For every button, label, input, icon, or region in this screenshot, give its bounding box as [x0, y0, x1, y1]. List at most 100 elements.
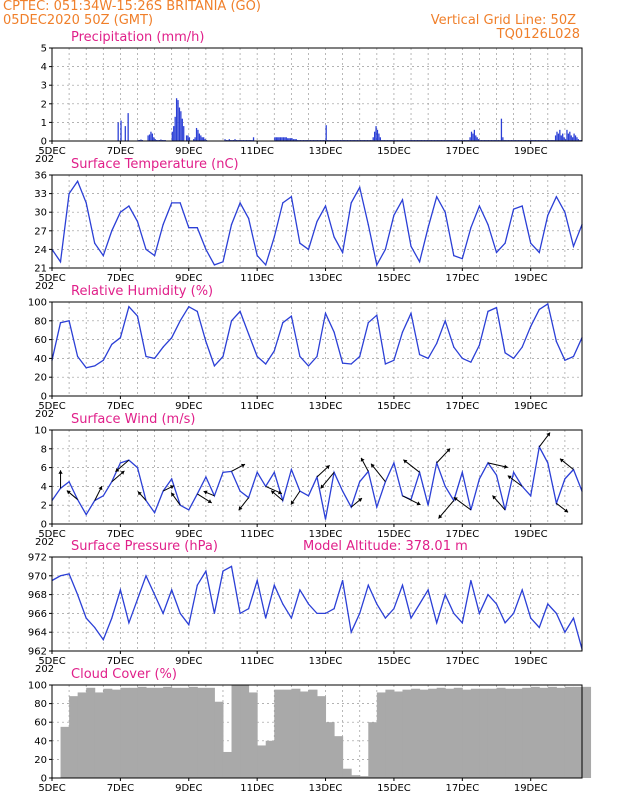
cloud-bar — [274, 689, 284, 778]
cloud-bar — [564, 686, 574, 778]
wind-arrow-head — [438, 514, 443, 519]
precip-bar — [281, 137, 283, 141]
x-year-label: 202 — [35, 537, 54, 548]
wind-point — [256, 471, 258, 473]
temp-point — [478, 205, 481, 207]
wind-arrow-head — [507, 475, 512, 480]
temp-point — [222, 261, 224, 263]
wind-arrow-head — [358, 498, 362, 502]
precip-bar — [188, 137, 191, 141]
pres-point — [478, 612, 481, 615]
x-tick-label: 7DEC — [107, 273, 134, 284]
pres-point — [273, 584, 275, 586]
precip-bar — [185, 135, 188, 141]
precip-y-tick-label: 3 — [41, 81, 47, 92]
rh-point — [359, 355, 361, 358]
cloud-bar — [445, 688, 455, 778]
pres-point — [376, 603, 378, 605]
temp-point — [102, 255, 104, 257]
x-tick-label: 9DEC — [175, 401, 202, 412]
x-tick-label: 19DEC — [514, 656, 548, 667]
precip-bar — [376, 129, 379, 141]
cloud-bar — [470, 688, 480, 778]
x-tick-label: 13DEC — [309, 401, 343, 412]
rh-point — [393, 359, 395, 361]
pres-point — [68, 573, 70, 575]
pres-point — [555, 612, 557, 615]
wind-arrow-head — [560, 458, 564, 463]
cloud-bar — [240, 685, 250, 778]
precip-bar — [120, 120, 122, 141]
cloud-bar — [257, 745, 267, 778]
rh-frame — [51, 301, 583, 397]
temp-y-tick-label: 33 — [34, 189, 47, 200]
temp-point — [367, 224, 369, 226]
temp-point — [248, 217, 250, 219]
precip-bar — [287, 138, 289, 141]
temp-point — [436, 196, 438, 198]
cloud-bar — [291, 688, 301, 778]
temp-point — [282, 202, 284, 204]
pres-point — [470, 579, 472, 582]
cloud-bar — [317, 696, 327, 778]
temp-y-tick-label: 27 — [34, 226, 47, 237]
wind-point — [478, 478, 481, 480]
x-tick-label: 5DEC — [38, 783, 65, 794]
cloud-bar — [299, 691, 309, 778]
temp-point — [444, 211, 446, 213]
cloud-bar — [231, 685, 241, 778]
x-tick-label: 17DEC — [445, 401, 479, 412]
cloud-bar — [334, 736, 344, 778]
pres-point — [239, 612, 241, 615]
cloud-bar — [582, 686, 592, 778]
rh-point — [162, 346, 164, 348]
precip-panel-title: Precipitation (mm/h) — [71, 30, 204, 45]
precip-bar — [289, 138, 292, 141]
temp-point — [119, 211, 121, 213]
rh-point — [94, 365, 96, 367]
pres-point — [530, 617, 532, 619]
precip-bar — [154, 139, 156, 141]
wind-arrow-head — [58, 470, 63, 474]
rh-point — [179, 320, 181, 322]
precip-bar — [183, 126, 185, 141]
precip-y-tick-label: 4 — [41, 62, 47, 73]
precip-bar — [203, 137, 205, 141]
precip-bar — [566, 129, 568, 141]
x-tick-label: 17DEC — [445, 656, 479, 667]
cloud-bar — [154, 687, 164, 778]
precip-bar — [178, 107, 181, 141]
wind-arrow-head — [416, 501, 421, 506]
pres-point — [171, 589, 173, 591]
rh-point — [470, 361, 472, 363]
rh-point — [410, 312, 412, 314]
wind-point — [307, 495, 310, 497]
pres-point — [94, 626, 96, 629]
temp-point — [136, 220, 139, 223]
pres-point — [316, 612, 318, 615]
wind-arrow — [453, 496, 472, 511]
pres-point — [265, 617, 267, 619]
cloud-bar — [359, 776, 369, 778]
rh-point — [188, 306, 190, 308]
rh-point — [171, 337, 173, 339]
precip-bar — [284, 137, 286, 141]
temp-point — [239, 202, 241, 204]
rh-point — [128, 306, 130, 308]
pres-point — [299, 589, 301, 591]
precip-bar — [288, 138, 290, 141]
precip-bar — [175, 98, 178, 141]
pres-point — [153, 594, 156, 596]
x-tick-label: 17DEC — [445, 529, 479, 540]
cloud-bar — [205, 687, 215, 778]
temp-point — [273, 236, 275, 238]
pres-point — [213, 612, 216, 615]
wind-arrow-head — [171, 492, 175, 497]
temp-point — [111, 230, 113, 232]
rh-point — [119, 337, 121, 339]
cloud-bar — [180, 687, 190, 778]
pressure-panel: 962 964 966 968 970 972 5DEC 7DEC 9DEC 11DEC 13DEC… — [28, 539, 583, 675]
rh-point — [384, 363, 386, 365]
wind-arrow-head — [453, 497, 458, 501]
pres-point — [333, 608, 335, 610]
